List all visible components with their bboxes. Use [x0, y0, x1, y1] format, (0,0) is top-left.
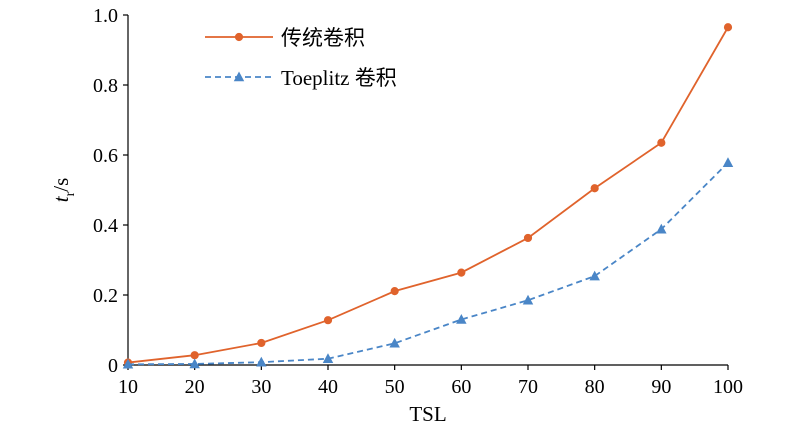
series-2-point [656, 223, 667, 234]
legend-item-2: Toeplitz 卷积 [205, 66, 397, 90]
series-2-point [256, 356, 267, 367]
series-1-line [127, 26, 729, 364]
y-tick-label: 0 [108, 355, 118, 377]
series-2-point [189, 358, 200, 369]
y-axis-title-subscript: r [63, 191, 78, 196]
x-tick-label: 80 [585, 376, 605, 398]
y-axis-title-main: t [49, 195, 73, 202]
legend: 传统卷积 Toeplitz 卷积 [205, 26, 397, 90]
x-tick-label: 40 [318, 376, 338, 398]
y-ticks: 0 0.2 0.4 0.6 0.8 1.0 [93, 5, 128, 377]
y-axis-title: tr/s [49, 178, 78, 203]
series-2-point [456, 314, 467, 324]
axes: 10 20 30 40 50 60 70 80 90 100 0 0.2 0.4 0.6 0.8 1.0 [93, 5, 743, 398]
legend-label: 传统卷积 [281, 26, 365, 50]
series-1-point [723, 23, 733, 32]
series-1 [123, 23, 733, 367]
series-2-point [389, 337, 400, 348]
y-tick-label: 1.0 [93, 5, 118, 27]
y-tick-label: 0.2 [93, 285, 118, 307]
x-ticks: 10 20 30 40 50 60 70 80 90 100 [118, 365, 743, 398]
x-tick-label: 50 [385, 376, 405, 398]
x-tick-label: 20 [185, 376, 205, 398]
series-2 [122, 157, 734, 369]
x-tick-label: 100 [713, 376, 743, 398]
series-1-point [457, 268, 466, 277]
series-2-point [589, 270, 600, 281]
series-2-point [122, 358, 134, 369]
series-2-point [722, 157, 734, 167]
x-tick-label: 10 [118, 376, 138, 398]
series-1-point [523, 233, 533, 243]
y-tick-label: 0.8 [93, 75, 118, 97]
series-1-point [190, 351, 199, 360]
series-layer [122, 23, 734, 369]
series-2-point [322, 353, 334, 363]
series-2-line [127, 162, 729, 366]
legend-item-1: 传统卷积 [205, 26, 365, 50]
series-1-point [323, 316, 333, 325]
series-2-point [522, 294, 534, 305]
legend-swatch-marker [234, 32, 244, 42]
y-axis-title-unit: /s [49, 178, 73, 192]
x-tick-label: 60 [451, 376, 471, 398]
series-1-point [590, 184, 599, 193]
legend-swatch-marker [233, 71, 245, 82]
series-1-point [257, 338, 266, 348]
y-tick-label: 0.4 [93, 215, 118, 237]
x-tick-label: 90 [651, 376, 671, 398]
y-tick-label: 0.6 [93, 145, 118, 167]
series-1-point [657, 138, 666, 147]
x-tick-label: 70 [518, 376, 538, 398]
series-1-point [390, 287, 399, 296]
x-axis-title: TSL [409, 402, 446, 426]
x-tick-label: 30 [251, 376, 271, 398]
legend-label: Toeplitz 卷积 [281, 66, 397, 90]
